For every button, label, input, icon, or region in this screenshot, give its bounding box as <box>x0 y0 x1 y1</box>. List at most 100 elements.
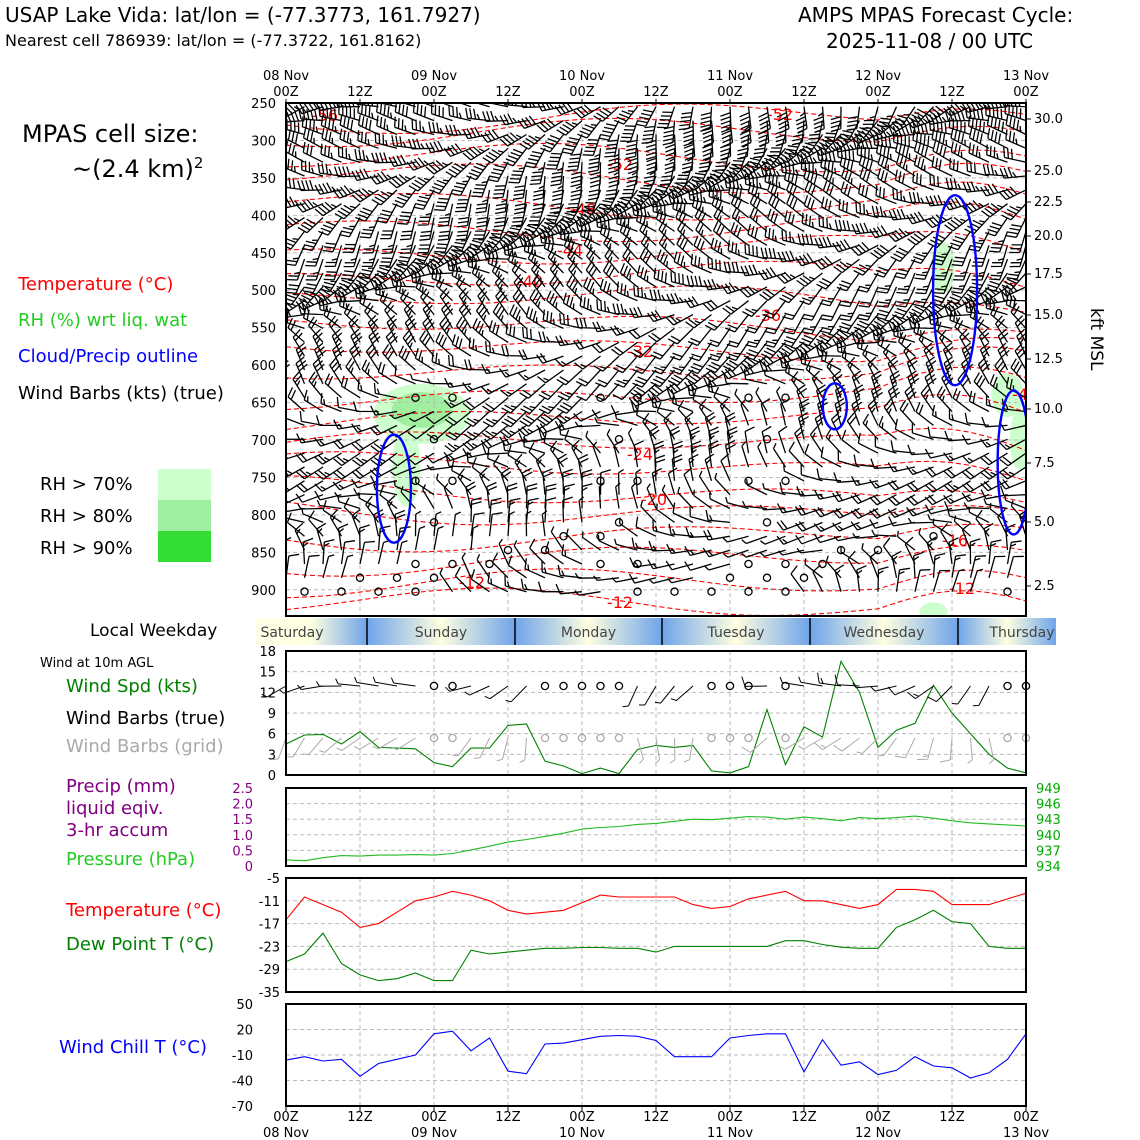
wind-barb <box>556 120 583 136</box>
wind-barb <box>566 528 583 551</box>
wind-barb <box>431 351 453 371</box>
wind-barb <box>907 230 934 246</box>
wind-barb <box>574 572 601 579</box>
wind-barb <box>658 233 675 260</box>
wind-barb <box>944 501 971 512</box>
wind-barb <box>576 383 601 402</box>
wind-barb <box>963 286 990 303</box>
wind-barb <box>598 189 620 211</box>
wind-barb <box>874 436 897 454</box>
wind-barb <box>525 306 546 329</box>
wind-barb <box>522 327 546 343</box>
wind-barb <box>287 387 305 412</box>
legend-rh80: RH > 80% <box>40 506 133 527</box>
wind-barb <box>838 198 860 219</box>
wind-barb <box>318 105 342 122</box>
wind-barb <box>357 130 379 149</box>
wind-barb <box>766 180 786 205</box>
wind-barb <box>836 341 860 357</box>
wind-barb <box>495 287 509 315</box>
wind-barb <box>425 452 453 464</box>
wind-barb <box>760 535 786 545</box>
rh-region <box>392 426 421 507</box>
wind-barb <box>819 286 842 307</box>
surface-wind-barb <box>972 685 990 707</box>
wind-barb <box>461 552 472 579</box>
wind-barb <box>985 217 1009 237</box>
wind-barb <box>524 147 546 169</box>
wind-barb <box>870 244 897 260</box>
weekday-band: Saturday Sunday Monday Tuesday Wednesday Thur… <box>256 618 1056 645</box>
wind-barb <box>323 258 343 281</box>
top-hour-label: 00Z <box>569 85 595 100</box>
panel-tick-label: -70 <box>232 1100 253 1115</box>
grid-wind-barb-calm <box>540 733 550 743</box>
wind-barb <box>739 120 752 148</box>
wind-barb <box>681 148 694 174</box>
wind-barb <box>462 243 490 259</box>
wind-barb <box>973 372 990 399</box>
panel-tick-label: -17 <box>259 918 280 933</box>
wind-barb <box>666 292 694 305</box>
wind-barb <box>614 412 638 427</box>
wind-barb <box>986 114 1008 136</box>
wind-barb <box>559 313 583 330</box>
wind-barb <box>419 330 435 357</box>
wind-barb <box>562 468 574 495</box>
wind-barb <box>764 226 786 246</box>
wind-barb <box>437 217 454 241</box>
bottom-hour-label: 12Z <box>643 1110 669 1125</box>
wind-barb <box>532 189 546 215</box>
wind-barb <box>589 162 602 188</box>
surface-wind-barb <box>372 676 398 687</box>
wind-barb <box>573 339 601 350</box>
dewpoint-line <box>285 909 1026 982</box>
wind-barb <box>295 480 324 493</box>
kft-tick-label: 5.0 <box>1034 515 1055 530</box>
wind-10m-label: Wind at 10m AGL <box>40 656 154 671</box>
wind-barb <box>318 299 342 316</box>
wind-barb <box>1005 294 1026 316</box>
panel-tick-label: 18 <box>259 645 276 660</box>
wind-barb <box>851 333 879 345</box>
windchill-panel-label: Wind Chill T (°C) <box>59 1037 207 1058</box>
wind-barb <box>457 203 472 228</box>
wind-barb <box>815 384 827 412</box>
wind-barb <box>476 554 491 579</box>
wind-barb <box>641 120 657 144</box>
wind-barb <box>404 315 417 343</box>
wind-barb <box>543 432 564 454</box>
top-date-label: 11 Nov <box>707 69 753 84</box>
wind-barb <box>351 438 379 452</box>
wind-barb <box>591 409 620 419</box>
wind-barb <box>894 169 916 191</box>
wind-barb <box>555 335 583 347</box>
wind-barb <box>467 255 490 274</box>
wind-barb <box>622 233 638 260</box>
wind-barb <box>725 341 750 362</box>
wind-barb <box>908 106 934 124</box>
wind-barb <box>400 217 417 241</box>
wind-barb <box>513 189 528 215</box>
wind-barb <box>435 276 453 302</box>
wind-barb <box>581 531 601 551</box>
wind-barb <box>687 384 712 399</box>
wind-barb <box>579 225 601 246</box>
wind-barb <box>990 304 1008 329</box>
wind-barb <box>594 417 620 427</box>
top-date-label: 10 Nov <box>559 69 605 84</box>
wind-barb-calm <box>485 559 494 569</box>
wind-barb <box>1006 258 1026 280</box>
top-date-label: 13 Nov <box>1003 69 1049 84</box>
wind-barb <box>702 134 714 161</box>
wind-barb <box>487 572 509 593</box>
wind-barb <box>385 328 398 357</box>
wind-barb <box>761 147 787 166</box>
wind-barb-calm <box>744 476 753 486</box>
wind-barb <box>914 258 935 280</box>
wind-barb <box>355 103 379 108</box>
wind-barb <box>505 323 527 343</box>
wind-barb <box>969 555 987 578</box>
wind-barb <box>857 337 879 357</box>
wind-barb <box>981 416 1008 428</box>
